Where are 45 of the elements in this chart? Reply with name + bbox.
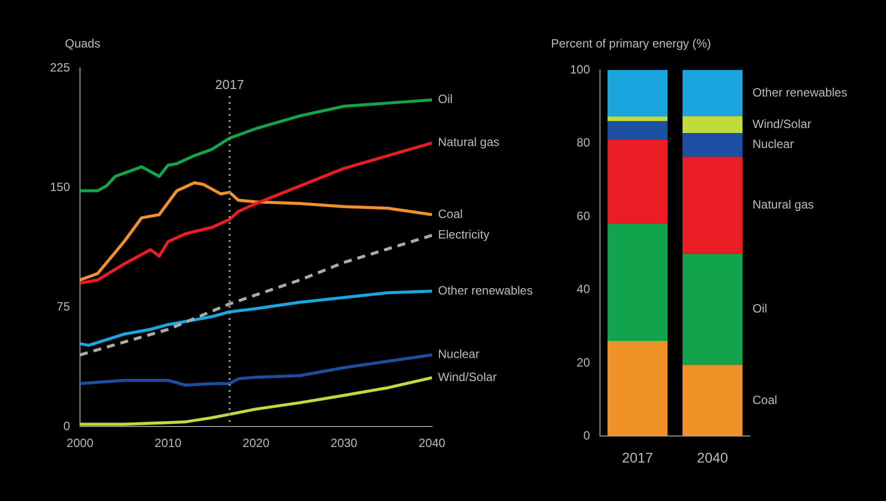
y-axis-title: Quads — [65, 36, 100, 50]
bar — [682, 116, 742, 133]
series-label: Natural gas — [438, 135, 500, 150]
x-tick-label: 2040 — [418, 436, 446, 450]
x-tick-label: 2030 — [330, 436, 358, 450]
bar — [608, 140, 668, 224]
bar — [682, 132, 742, 157]
y-tick-label: 80 — [576, 136, 590, 150]
bar — [608, 340, 668, 436]
y-tick-label: 100 — [570, 62, 590, 76]
bar — [608, 224, 668, 341]
series-label: Other renewables — [752, 85, 848, 100]
series-label: Electricity — [438, 228, 490, 242]
series-label: Nuclear — [438, 347, 480, 362]
y-tick-label: 150 — [50, 180, 70, 194]
bar — [682, 254, 742, 365]
bar — [682, 364, 742, 436]
series-label: Coal — [752, 392, 778, 407]
series-label: Oil — [438, 92, 453, 106]
bar — [608, 121, 668, 140]
series-label: Natural gas — [752, 198, 814, 212]
y-tick-label: 0 — [63, 418, 70, 433]
y-tick-label: 40 — [576, 282, 590, 296]
y-axis-title: Percent of primary energy (%) — [551, 36, 712, 50]
bar — [608, 70, 668, 117]
bar — [608, 116, 668, 122]
x-tick-label: 2040 — [696, 449, 728, 466]
line-series — [80, 234, 432, 356]
series-label: Nuclear — [752, 137, 794, 152]
series-label: Oil — [752, 302, 768, 316]
y-tick-label: 60 — [576, 208, 590, 223]
y-tick-label: 0 — [583, 428, 590, 443]
bar — [682, 156, 742, 254]
series-label: Other renewables — [438, 283, 533, 298]
y-tick-label: 20 — [576, 355, 590, 370]
series-label: Wind/Solar — [752, 116, 812, 131]
y-tick-label: 225 — [50, 60, 70, 74]
x-tick-label: 2000 — [66, 436, 94, 450]
bar — [682, 70, 742, 116]
x-tick-label: 2010 — [154, 436, 182, 450]
x-tick-label: 2020 — [242, 436, 270, 450]
y-tick-label: 75 — [56, 299, 70, 314]
series-label: Wind/Solar — [438, 370, 497, 384]
ref-line-label: 2017 — [215, 77, 244, 92]
series-label: Coal — [438, 206, 463, 221]
